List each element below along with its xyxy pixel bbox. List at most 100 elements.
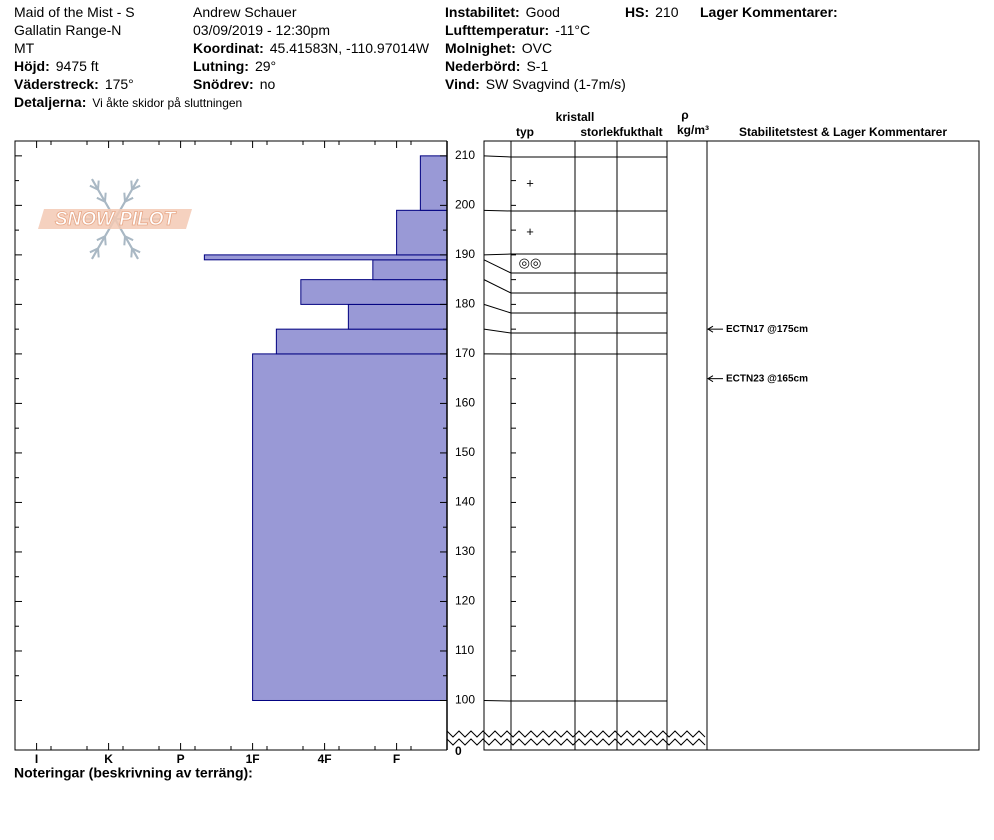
header-field: Molnighet: OVC <box>445 40 552 56</box>
table-frame <box>483 140 708 751</box>
y-tick-label: 150 <box>455 445 475 459</box>
y-tick-label: 110 <box>455 643 474 657</box>
layer-connector <box>483 209 512 212</box>
observer: Andrew Schauer <box>193 4 297 20</box>
test-label: ECTN17 @175cm <box>726 324 808 335</box>
y-tick-label: 100 <box>455 693 475 707</box>
field-value: 29° <box>254 58 277 74</box>
field-value: Good <box>525 4 560 20</box>
axis-break <box>446 738 706 746</box>
y-tick-label: 200 <box>455 198 475 212</box>
layer-connector <box>483 279 512 294</box>
site-name: Maid of the Mist - S <box>14 4 135 20</box>
hardness-bar <box>419 155 448 211</box>
field-label: Lutning: <box>193 58 249 74</box>
header-field: HS: 210 <box>625 4 678 20</box>
field-value: 45.41583N, -110.97014W <box>269 40 430 56</box>
datetime: 03/09/2019 - 12:30pm <box>193 22 330 38</box>
logo-text: SNOW PILOT <box>55 209 177 230</box>
header-field: Väderstreck: 175° <box>14 76 134 92</box>
header-field: Detaljerna: Vi åkte skidor på sluttningen <box>14 94 242 111</box>
header-field: Koordinat: 45.41583N, -110.97014W <box>193 40 429 56</box>
column-header: kg/m³ <box>677 123 709 137</box>
test-arrowhead <box>707 325 714 333</box>
column-header: fukthalt <box>619 125 662 139</box>
field-label: Väderstreck: <box>14 76 99 92</box>
layer-connector <box>483 699 512 702</box>
axis-break <box>446 730 706 738</box>
hardness-bar <box>252 353 448 701</box>
logo-flake <box>124 196 134 203</box>
header-field: Lufttemperatur: -11°C <box>445 22 590 38</box>
x-tick-label: I <box>35 752 38 766</box>
notes-label: Noteringar (beskrivning av terräng): <box>14 765 253 781</box>
logo-flake <box>130 180 133 190</box>
hardness-bar <box>396 209 448 256</box>
column-header: kristall <box>556 110 595 124</box>
column-header: typ <box>516 125 534 139</box>
logo-flake <box>104 192 107 202</box>
x-tick-label: K <box>104 752 113 766</box>
hardness-bar <box>347 303 448 330</box>
comments-frame <box>706 140 980 751</box>
field-value: 9475 ft <box>55 58 99 74</box>
layer-connector <box>483 155 512 158</box>
logo-flake <box>131 184 141 191</box>
field-value: -11°C <box>555 22 591 38</box>
layer-connector <box>483 328 512 334</box>
logo-flake <box>97 180 100 190</box>
logo-flake <box>123 192 126 202</box>
field-label: Koordinat: <box>193 40 264 56</box>
column-header: storlek <box>580 125 620 139</box>
layer-connector <box>483 259 512 274</box>
layer-connector <box>483 253 512 256</box>
field-label: Vind: <box>445 76 480 92</box>
field-value: OVC <box>521 40 553 56</box>
header-field: Höjd: 9475 ft <box>14 58 99 74</box>
field-label: Lufttemperatur: <box>445 22 550 38</box>
x-tick-label: 1F <box>246 752 260 766</box>
y-break-label: 0 <box>455 744 462 758</box>
y-tick-label: 170 <box>455 346 475 360</box>
column-header: ρ <box>681 108 688 122</box>
y-tick-label: 120 <box>455 594 475 608</box>
header-field: Vind: SW Svagvind (1-7m/s) <box>445 76 626 92</box>
hardness-bar <box>300 279 448 305</box>
header-field: Nederbörd: S-1 <box>445 58 548 74</box>
field-value: Vi åkte skidor på sluttningen <box>92 96 243 110</box>
field-label: Molnighet: <box>445 40 516 56</box>
layer-comments-title: Lager Kommentarer: <box>700 4 838 20</box>
logo-flake <box>89 184 99 191</box>
test-label: ECTN23 @165cm <box>726 373 808 384</box>
hardness-bar <box>372 259 448 281</box>
logo-ribbon <box>38 209 192 229</box>
site-state: MT <box>14 40 35 56</box>
y-tick-label: 130 <box>455 544 475 558</box>
y-tick-label: 190 <box>455 247 475 261</box>
layer-connector <box>483 303 512 314</box>
field-value: 210 <box>655 4 679 20</box>
field-value: SW Svagvind (1-7m/s) <box>485 76 626 92</box>
x-tick-label: 4F <box>318 752 332 766</box>
hardness-bar <box>275 328 448 355</box>
hardness-bar <box>203 254 448 261</box>
header-field: Lutning: 29° <box>193 58 276 74</box>
field-value: 175° <box>104 76 134 92</box>
column-header: Stabilitetstest & Lager Kommentarer <box>739 125 947 139</box>
site-range: Gallatin Range-N <box>14 22 122 38</box>
grain-type: + <box>526 175 534 190</box>
field-value: no <box>259 76 276 92</box>
field-label: Nederbörd: <box>445 58 521 74</box>
y-tick-label: 180 <box>455 297 475 311</box>
grain-type: + <box>526 224 534 239</box>
field-label: HS: <box>625 4 650 20</box>
header-field: Snödrev: no <box>193 76 275 92</box>
field-label: Detaljerna: <box>14 94 87 110</box>
x-tick-label: P <box>177 752 185 766</box>
logo-flake <box>96 196 106 203</box>
field-value: S-1 <box>526 58 549 74</box>
field-label: Instabilitet: <box>445 4 520 20</box>
y-tick-label: 140 <box>455 495 475 509</box>
